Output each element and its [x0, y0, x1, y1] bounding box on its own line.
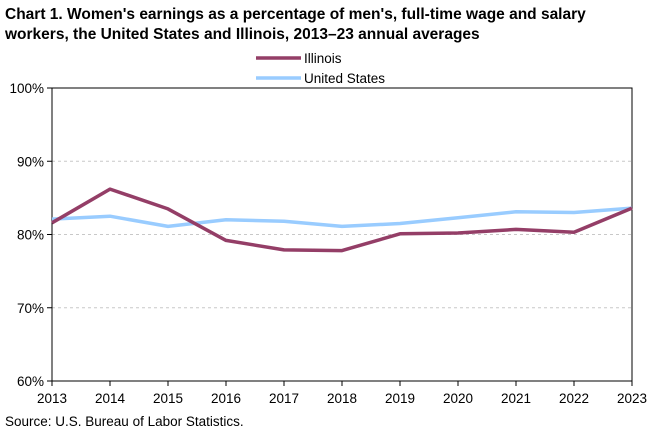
x-tick-label: 2017 [269, 391, 299, 406]
x-tick-label: 2022 [559, 391, 589, 406]
series-line-illinois [51, 187, 633, 253]
chart-title-line-1: Chart 1. Women's earnings as a percentag… [5, 6, 586, 23]
y-tick-label: 60% [17, 374, 44, 389]
source-note: Source: U.S. Bureau of Labor Statistics. [5, 414, 244, 429]
chart-title-line-2: workers, the United States and Illinois,… [5, 26, 480, 43]
series-line-united-states [51, 206, 633, 229]
x-tick-label: 2020 [443, 391, 473, 406]
x-tick-label: 2021 [501, 391, 531, 406]
x-axis-ticks: 2013 2014 2015 2016 2017 2018 2019 2020 2021 2022… [37, 381, 647, 406]
x-tick-label: 2016 [211, 391, 241, 406]
y-tick-label: 100% [9, 81, 44, 96]
x-tick-label: 2013 [37, 391, 67, 406]
x-tick-label: 2015 [153, 391, 183, 406]
legend-label: United States [304, 71, 385, 86]
gridlines [52, 160, 632, 309]
x-tick-label: 2023 [617, 391, 647, 406]
legend: Illinois United States [256, 51, 385, 86]
x-tick-label: 2014 [95, 391, 126, 406]
y-tick-label: 80% [17, 228, 44, 243]
y-tick-label: 90% [17, 154, 44, 169]
y-tick-label: 70% [17, 301, 44, 316]
x-tick-label: 2018 [327, 391, 357, 406]
x-tick-label: 2019 [385, 391, 415, 406]
y-axis-ticks: 60% 70% 80% 90% 100% [9, 81, 52, 389]
series-group [51, 187, 633, 253]
legend-label: Illinois [304, 51, 342, 66]
chart-title: Chart 1. Women's earnings as a percentag… [5, 5, 655, 45]
